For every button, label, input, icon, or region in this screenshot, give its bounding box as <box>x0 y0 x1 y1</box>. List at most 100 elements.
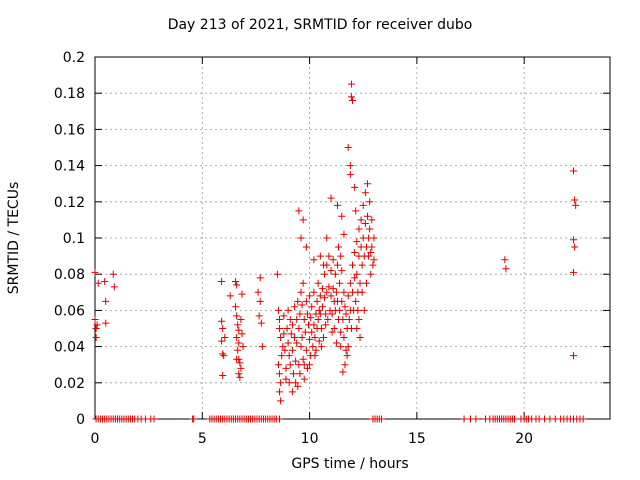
data-point <box>355 225 363 233</box>
data-point <box>299 355 307 363</box>
data-point <box>109 270 117 278</box>
data-point <box>333 201 341 209</box>
data-point <box>318 303 326 311</box>
data-point <box>276 370 284 378</box>
data-point <box>312 346 320 354</box>
data-point <box>309 343 317 351</box>
data-point <box>316 252 324 260</box>
data-point <box>314 315 322 323</box>
data-point <box>274 361 282 369</box>
y-tick-label: 0.12 <box>54 195 85 211</box>
data-point <box>307 314 315 322</box>
data-point <box>221 334 229 342</box>
data-point <box>345 315 353 323</box>
data-point <box>320 334 328 342</box>
data-point <box>288 321 296 329</box>
data-point <box>236 359 244 367</box>
data-point <box>346 171 354 179</box>
data-point <box>351 274 359 282</box>
data-point <box>256 297 264 305</box>
data-point <box>357 216 365 224</box>
data-point <box>293 315 301 323</box>
data-point <box>336 279 344 287</box>
data-point <box>93 321 101 329</box>
data-point <box>317 325 325 332</box>
data-point <box>579 415 587 423</box>
data-point <box>370 234 378 242</box>
y-tick-label: 0.16 <box>54 122 85 138</box>
data-point <box>314 279 322 287</box>
data-point <box>297 343 305 351</box>
y-tick-label: 0.18 <box>54 86 85 102</box>
data-point <box>279 343 287 351</box>
data-point <box>337 343 345 351</box>
data-point <box>233 334 241 342</box>
data-point <box>323 288 331 296</box>
data-point <box>347 93 355 101</box>
plot-border <box>94 56 611 420</box>
data-point <box>333 261 341 269</box>
data-point <box>335 243 343 251</box>
data-point <box>286 315 294 323</box>
data-point <box>311 352 319 360</box>
data-point <box>344 292 352 300</box>
data-point <box>313 297 321 305</box>
data-point <box>368 216 376 224</box>
data-point <box>274 306 282 314</box>
data-point <box>472 415 480 423</box>
data-point <box>355 315 363 323</box>
data-point <box>501 256 509 264</box>
data-point <box>337 252 345 260</box>
data-point <box>306 335 314 343</box>
data-point <box>300 375 308 383</box>
data-point <box>298 301 306 309</box>
data-point <box>296 310 304 318</box>
data-point <box>150 415 158 423</box>
data-point <box>286 361 294 369</box>
data-point <box>344 343 352 351</box>
data-point <box>276 388 284 396</box>
data-point <box>235 339 243 347</box>
data-point <box>280 312 288 320</box>
data-point <box>572 201 580 209</box>
data-point <box>342 346 350 354</box>
data-point <box>325 252 333 260</box>
y-tick-label: 0.02 <box>54 376 85 392</box>
data-point <box>91 315 99 323</box>
data-point <box>277 334 285 342</box>
data-point <box>235 326 243 334</box>
data-point <box>220 352 228 360</box>
data-point <box>255 312 263 320</box>
data-point <box>360 306 368 314</box>
data-point <box>308 328 316 336</box>
data-point <box>310 288 318 296</box>
data-point <box>297 234 305 242</box>
data-point <box>236 373 244 381</box>
data-point <box>340 288 348 296</box>
x-tick-label: 20 <box>515 431 533 447</box>
data-point <box>332 288 340 296</box>
data-point <box>327 267 335 275</box>
data-point <box>310 256 318 264</box>
data-point <box>315 306 323 314</box>
data-point <box>281 346 289 354</box>
data-point <box>291 303 299 311</box>
data-point <box>94 279 102 287</box>
data-point <box>315 337 323 345</box>
data-point <box>571 243 579 251</box>
data-point <box>298 334 306 342</box>
data-point <box>219 325 227 332</box>
data-point <box>364 212 372 220</box>
data-point <box>511 415 519 423</box>
data-point <box>219 350 227 358</box>
data-point <box>323 234 331 242</box>
data-point <box>295 207 303 215</box>
data-point <box>347 80 355 88</box>
data-point <box>366 198 374 206</box>
data-point <box>258 343 266 351</box>
data-point <box>297 288 305 296</box>
data-point <box>295 325 303 332</box>
grid-lines <box>95 57 610 419</box>
data-point <box>353 325 361 332</box>
